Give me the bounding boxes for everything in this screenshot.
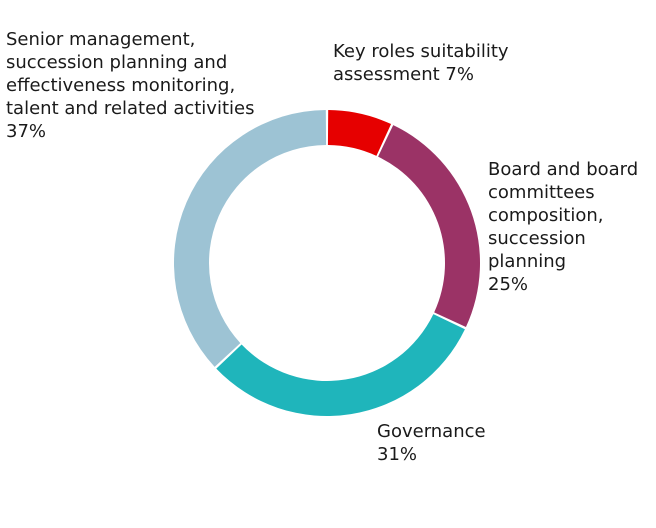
slice-governance <box>216 314 465 417</box>
slice-label-key-roles: Key roles suitability assessment 7% <box>333 41 509 85</box>
slice-board-committees <box>378 125 480 328</box>
slice-senior-management <box>174 110 327 367</box>
slice-label-governance: Governance 31% <box>377 421 486 465</box>
slice-label-board-committees: Board and board committees composition, … <box>488 159 639 295</box>
slice-key-roles <box>327 110 392 156</box>
slice-label-senior-management: Senior management, succession planning a… <box>6 29 255 142</box>
